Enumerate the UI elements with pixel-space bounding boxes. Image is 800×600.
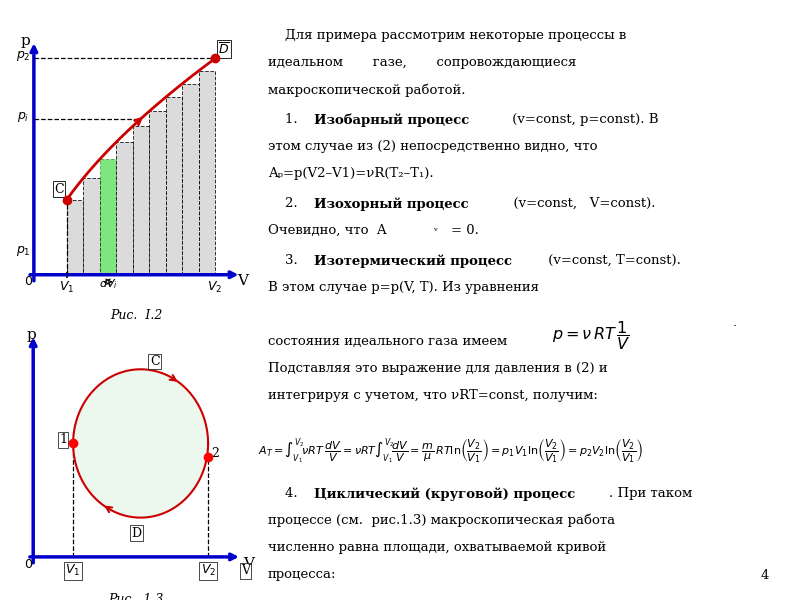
Text: (v=const, p=const). В: (v=const, p=const). В bbox=[508, 113, 658, 126]
Bar bbox=[198, 71, 215, 275]
Text: Изотермический процесс: Изотермический процесс bbox=[314, 254, 513, 268]
Text: интегрируя с учетом, что νRT=const, получим:: интегрируя с учетом, что νRT=const, полу… bbox=[268, 389, 598, 402]
Text: Изохорный процесс: Изохорный процесс bbox=[314, 197, 469, 211]
Text: $p = \nu\, RT\, \dfrac{1}{V}$: $p = \nu\, RT\, \dfrac{1}{V}$ bbox=[552, 319, 630, 352]
Text: состояния идеального газа имеем: состояния идеального газа имеем bbox=[268, 335, 507, 348]
Text: 4.: 4. bbox=[268, 487, 306, 500]
Text: 2: 2 bbox=[211, 446, 219, 460]
Text: Рис.  I.2: Рис. I.2 bbox=[110, 309, 162, 322]
Polygon shape bbox=[73, 369, 208, 518]
Text: Изобарный процесс: Изобарный процесс bbox=[314, 113, 470, 127]
Text: $A_T = \int_{V_1}^{V_2}\!\nu RT\,\dfrac{dV}{V} = \nu RT\int_{V_1}^{V_2}\!\dfrac{: $A_T = \int_{V_1}^{V_2}\!\nu RT\,\dfrac{… bbox=[258, 436, 642, 467]
Text: $dV_i$: $dV_i$ bbox=[98, 277, 118, 291]
Text: $V_2$: $V_2$ bbox=[201, 563, 216, 578]
Bar bbox=[116, 142, 133, 275]
Text: D: D bbox=[131, 527, 142, 540]
Bar bbox=[149, 112, 166, 275]
Bar bbox=[100, 159, 116, 275]
Text: $p_i$: $p_i$ bbox=[17, 110, 30, 124]
Text: 3.: 3. bbox=[268, 254, 306, 267]
Bar bbox=[166, 97, 182, 275]
Text: 0: 0 bbox=[24, 558, 32, 571]
Text: p: p bbox=[26, 328, 36, 342]
Text: этом случае из (2) непосредственно видно, что: этом случае из (2) непосредственно видно… bbox=[268, 140, 598, 153]
Bar bbox=[133, 126, 149, 275]
Text: V: V bbox=[241, 565, 250, 577]
Text: .: . bbox=[733, 316, 737, 329]
Text: 1: 1 bbox=[59, 433, 67, 446]
Text: ᵥ: ᵥ bbox=[433, 224, 437, 233]
Bar bbox=[67, 200, 83, 275]
Text: В этом случае p=p(V, T). Из уравнения: В этом случае p=p(V, T). Из уравнения bbox=[268, 281, 539, 294]
Text: численно равна площади, охватываемой кривой: численно равна площади, охватываемой кри… bbox=[268, 541, 606, 554]
Text: Рис.  1.3: Рис. 1.3 bbox=[108, 593, 164, 600]
Text: Очевидно, что  A: Очевидно, что A bbox=[268, 224, 386, 237]
Text: V: V bbox=[243, 557, 254, 571]
Text: Подставляя это выражение для давления в (2) и: Подставляя это выражение для давления в … bbox=[268, 362, 608, 375]
Text: процесса:: процесса: bbox=[268, 568, 337, 581]
Text: (v=const,   V=const).: (v=const, V=const). bbox=[506, 197, 656, 210]
Text: C: C bbox=[54, 182, 63, 196]
Text: $V_2$: $V_2$ bbox=[207, 280, 222, 295]
Text: Для примера рассмотрим некоторые процессы в: Для примера рассмотрим некоторые процесс… bbox=[268, 29, 626, 42]
Text: макроскопической работой.: макроскопической работой. bbox=[268, 83, 466, 97]
Text: $V_1$: $V_1$ bbox=[59, 280, 74, 295]
Text: 0: 0 bbox=[24, 275, 32, 289]
Text: $p_2$: $p_2$ bbox=[16, 49, 30, 64]
Text: (v=const, T=const).: (v=const, T=const). bbox=[544, 254, 681, 267]
Text: Aₚ=p(V2–V1)=νR(T₂–T₁).: Aₚ=p(V2–V1)=νR(T₂–T₁). bbox=[268, 167, 434, 180]
Text: процессе (см.  рис.1.3) макроскопическая работа: процессе (см. рис.1.3) макроскопическая … bbox=[268, 514, 615, 527]
Text: p: p bbox=[21, 34, 30, 48]
Bar bbox=[182, 84, 198, 275]
Text: = 0.: = 0. bbox=[451, 224, 479, 237]
Text: 1.: 1. bbox=[268, 113, 306, 126]
Text: $V_1$: $V_1$ bbox=[66, 563, 81, 578]
Bar bbox=[83, 178, 100, 275]
Text: C: C bbox=[150, 355, 159, 368]
Text: 4: 4 bbox=[760, 569, 769, 582]
Text: 2.: 2. bbox=[268, 197, 306, 210]
Text: идеальном       газе,       сопровождающиеся: идеальном газе, сопровождающиеся bbox=[268, 56, 576, 69]
Text: V: V bbox=[238, 274, 249, 289]
Text: $p_1$: $p_1$ bbox=[16, 244, 30, 257]
Text: . При таком: . При таком bbox=[609, 487, 692, 500]
Text: $\overline{D}$: $\overline{D}$ bbox=[218, 41, 230, 57]
Text: Циклический (круговой) процесс: Циклический (круговой) процесс bbox=[314, 487, 576, 500]
